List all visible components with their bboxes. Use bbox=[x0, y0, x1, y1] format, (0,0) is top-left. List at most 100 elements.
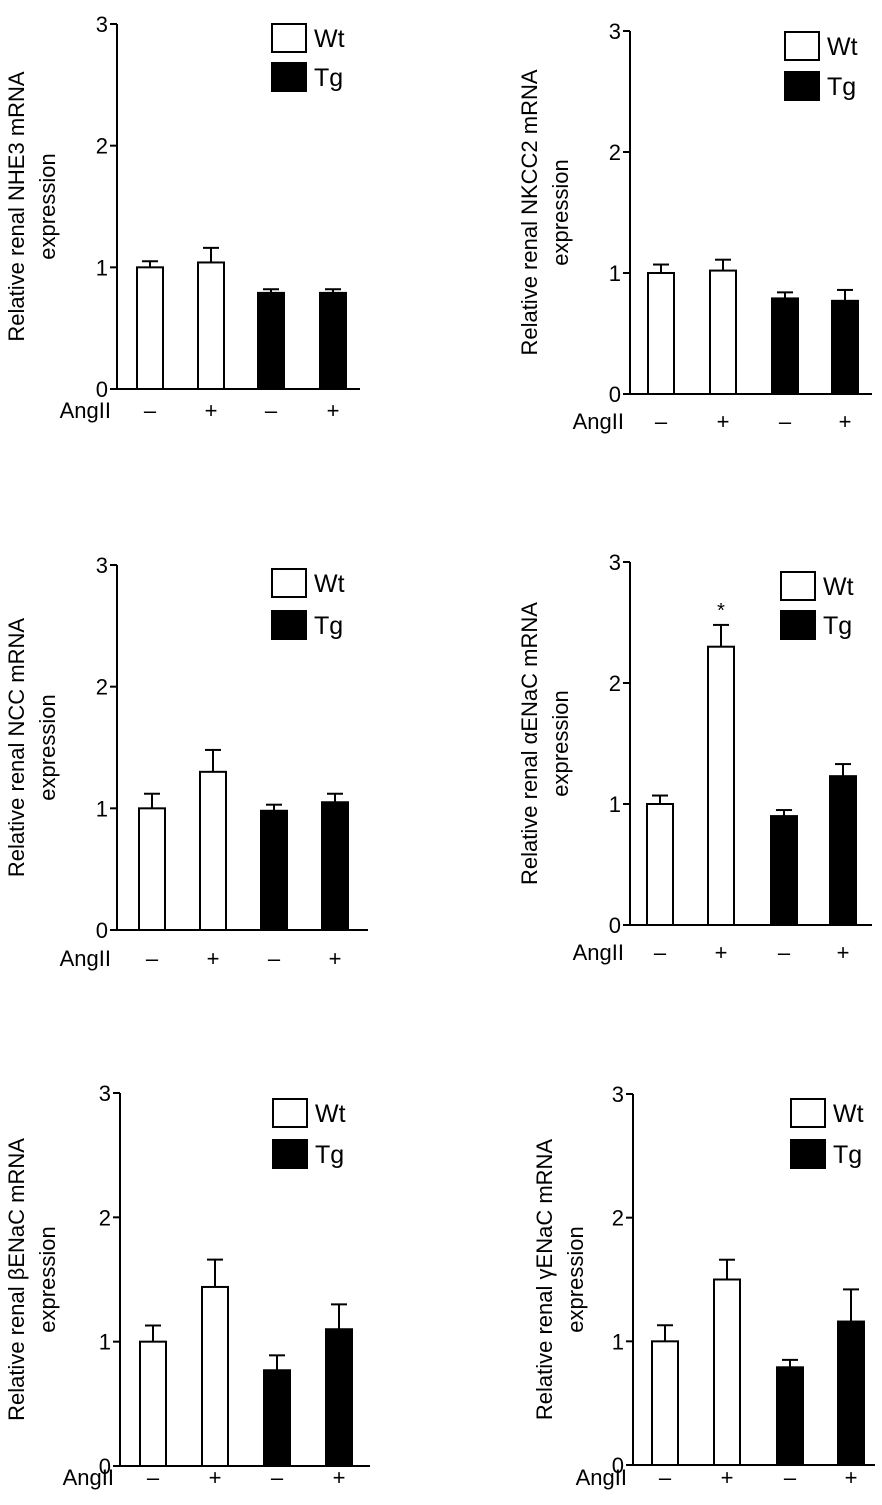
legend-label-wt: Wt bbox=[827, 33, 858, 61]
chart-panel: 0 1 2 3 – * + – + AngII Relative renal αENaC mRNA e… bbox=[517, 550, 872, 965]
bar-tg bbox=[257, 291, 285, 390]
x-tick-label: + bbox=[715, 940, 728, 965]
x-tick-label: – bbox=[655, 409, 668, 434]
x-tick-label: + bbox=[721, 1465, 734, 1490]
y-tick-label: 0 bbox=[609, 913, 621, 938]
bar-tg bbox=[831, 299, 859, 395]
y-tick-label: 2 bbox=[609, 671, 621, 696]
x-tick-label: + bbox=[837, 940, 850, 965]
y-tick-label: 0 bbox=[612, 1453, 624, 1478]
bar-wt bbox=[647, 272, 675, 395]
legend: Wt Tg bbox=[784, 31, 858, 101]
legend: Wt Tg bbox=[272, 1098, 346, 1169]
bar-wt bbox=[197, 261, 225, 391]
bar-tg bbox=[837, 1320, 865, 1466]
x-tick-label: – bbox=[784, 1465, 797, 1490]
x-tick-label: + bbox=[329, 946, 342, 971]
y-tick-label: 1 bbox=[96, 255, 108, 280]
x-tick-label: + bbox=[333, 1465, 346, 1490]
angii-label: AngII bbox=[60, 398, 111, 423]
legend-swatch-wt bbox=[271, 568, 307, 598]
bar-tg bbox=[776, 1366, 804, 1467]
bar-wt bbox=[199, 770, 227, 931]
legend: Wt Tg bbox=[271, 23, 345, 92]
x-tick-label: + bbox=[717, 409, 730, 434]
chart-panel: 0 1 2 3 – + – + AngII Relative renal γENaC mRNA ex… bbox=[532, 1082, 875, 1490]
y-tick-label: 3 bbox=[99, 1081, 111, 1106]
y-tick-label: 3 bbox=[96, 553, 108, 578]
legend-swatch-tg bbox=[784, 71, 820, 101]
chart-panel: 0 1 2 3 – + – + AngII Relative renal βENaC mRNA ex… bbox=[4, 1081, 370, 1490]
y-tick-label: 2 bbox=[99, 1205, 111, 1230]
y-axis-label: expression bbox=[548, 159, 573, 265]
bar-tg bbox=[770, 815, 798, 926]
bar-wt bbox=[201, 1285, 229, 1467]
y-axis-label: expression bbox=[563, 1226, 588, 1332]
legend-label-wt: Wt bbox=[314, 25, 345, 53]
x-tick-label: – bbox=[659, 1465, 672, 1490]
legend-label-tg: Tg bbox=[823, 612, 852, 640]
y-axis-label: Relative renal αENaC mRNA bbox=[517, 602, 542, 885]
legend-swatch-tg bbox=[271, 610, 307, 640]
y-axis-label: expression bbox=[35, 153, 60, 259]
legend: Wt Tg bbox=[780, 571, 854, 640]
bar-wt bbox=[713, 1278, 741, 1466]
significance-marker: * bbox=[717, 600, 725, 622]
legend-label-tg: Tg bbox=[314, 64, 343, 92]
legend-swatch-wt bbox=[272, 1098, 308, 1128]
y-tick-label: 2 bbox=[612, 1206, 624, 1231]
y-tick-label: 3 bbox=[609, 550, 621, 575]
y-tick-label: 1 bbox=[612, 1329, 624, 1354]
legend-swatch-tg bbox=[272, 1139, 308, 1169]
y-tick-label: 2 bbox=[96, 675, 108, 700]
legend-swatch-wt bbox=[271, 23, 307, 53]
chart-panel: 0 1 2 3 – + – + AngII Relative renal NKCC2 mRNA ex… bbox=[517, 19, 872, 434]
y-tick-label: 1 bbox=[96, 796, 108, 821]
y-tick-label: 3 bbox=[96, 12, 108, 37]
angii-label: AngII bbox=[63, 1465, 114, 1490]
y-tick-label: 0 bbox=[96, 377, 108, 402]
x-tick-label: – bbox=[144, 398, 157, 423]
y-tick-label: 3 bbox=[612, 1082, 624, 1107]
y-axis-label: Relative renal NHE3 mRNA bbox=[4, 71, 29, 342]
y-axis-label: expression bbox=[35, 1226, 60, 1332]
bar-wt bbox=[651, 1340, 679, 1467]
legend-label-tg: Tg bbox=[315, 1141, 344, 1169]
x-tick-label: – bbox=[265, 398, 278, 423]
legend-label-wt: Wt bbox=[833, 1100, 864, 1128]
x-tick-label: – bbox=[146, 946, 159, 971]
y-tick-label: 0 bbox=[609, 382, 621, 407]
bar-wt bbox=[138, 807, 166, 931]
legend-swatch-wt bbox=[784, 31, 820, 61]
x-tick-label: – bbox=[147, 1465, 160, 1490]
y-axis-label: Relative renal γENaC mRNA bbox=[532, 1139, 557, 1421]
x-tick-label: + bbox=[205, 398, 218, 423]
legend-label-wt: Wt bbox=[823, 573, 854, 601]
bar-wt bbox=[707, 645, 735, 926]
bar-wt bbox=[646, 803, 674, 926]
x-tick-label: – bbox=[779, 409, 792, 434]
bar-tg bbox=[319, 291, 347, 390]
legend: Wt Tg bbox=[790, 1098, 864, 1169]
x-tick-label: + bbox=[209, 1465, 222, 1490]
chart-panel: 0 1 2 3 – + – + AngII Relative renal NHE3 mRNA exp… bbox=[4, 12, 360, 423]
bar-wt bbox=[709, 269, 737, 395]
legend-label-wt: Wt bbox=[314, 570, 345, 598]
bar-tg bbox=[771, 297, 799, 395]
angii-label: AngII bbox=[573, 409, 624, 434]
y-axis-label: expression bbox=[35, 694, 60, 800]
bar-tg bbox=[829, 775, 857, 926]
y-tick-label: 2 bbox=[96, 134, 108, 159]
x-tick-label: + bbox=[845, 1465, 858, 1490]
y-axis-label: Relative renal NKCC2 mRNA bbox=[517, 69, 542, 355]
legend-swatch-wt bbox=[790, 1098, 826, 1128]
bar-wt bbox=[139, 1340, 167, 1467]
y-tick-label: 0 bbox=[99, 1454, 111, 1479]
legend: Wt Tg bbox=[271, 568, 345, 640]
bar-tg bbox=[321, 801, 349, 931]
legend-swatch-tg bbox=[271, 62, 307, 92]
x-tick-label: – bbox=[268, 946, 281, 971]
bar-tg bbox=[263, 1369, 291, 1467]
legend-swatch-tg bbox=[780, 610, 816, 640]
bar-tg bbox=[260, 809, 288, 931]
